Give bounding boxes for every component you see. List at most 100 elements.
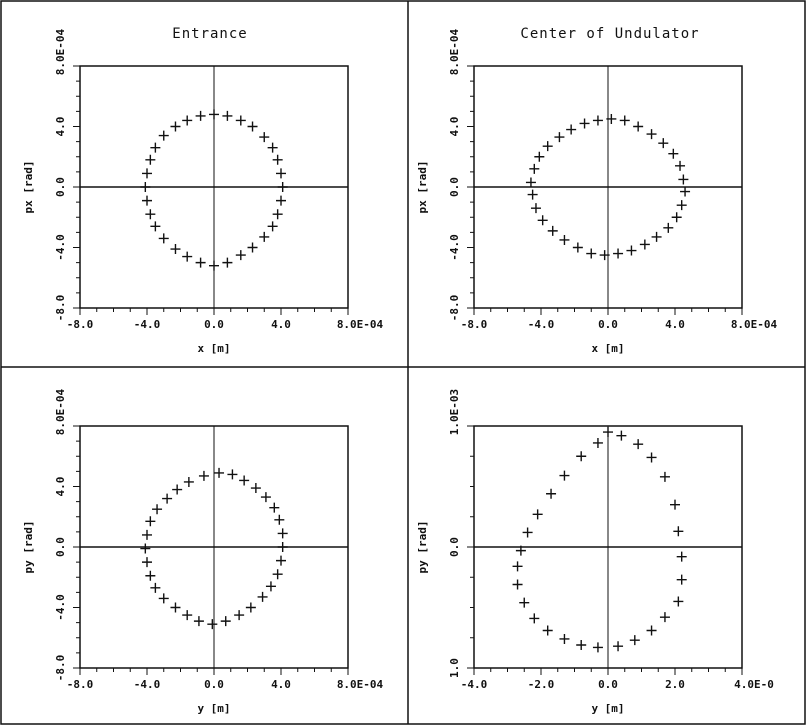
panel3-point [207, 619, 218, 630]
panel2-point [572, 242, 583, 253]
panel3-point [245, 602, 256, 613]
panel2-x-tick-label: 4.0 [665, 318, 685, 331]
panel2-point [559, 234, 570, 245]
panel4-point [532, 509, 543, 520]
panel2-point [530, 203, 541, 214]
panel1-point [277, 182, 288, 192]
panel2-title: Center of Undulator [520, 26, 699, 42]
panel2-point [639, 239, 650, 250]
panel3-point [260, 492, 271, 503]
panel3-point [214, 467, 225, 478]
panel4-point [629, 635, 640, 646]
panel1-point [276, 168, 286, 179]
panel1-point [182, 115, 193, 126]
panel4-point [529, 613, 540, 624]
panel1-x-tick-label: 4.0 [271, 318, 291, 331]
panel1-point [145, 154, 156, 165]
panel2-point [658, 138, 669, 149]
panel4-y-tick-label: 1.0E-03 [448, 389, 461, 435]
panel1-y-axis-label: px [rad] [22, 161, 35, 214]
panel4-point [592, 642, 603, 653]
panel3-point [198, 470, 209, 481]
panel3-point [140, 543, 151, 554]
panel4-point [542, 625, 553, 636]
panel3-x-tick-label: 8.0E-04 [337, 678, 384, 691]
panel3-y-tick-label: 0.0 [54, 537, 67, 557]
panel4-point [616, 430, 627, 441]
panel2-point [675, 160, 686, 171]
panel2-point [529, 163, 540, 174]
panel1-point [222, 110, 233, 121]
panel3-point [250, 483, 261, 494]
panel1-point [247, 121, 258, 132]
panel3-y-axis-label: py [rad] [22, 521, 35, 574]
panel2-x-tick-label: 0.0 [598, 318, 618, 331]
panel4-point [519, 597, 530, 608]
panel1-point [222, 257, 233, 268]
panel1-point [209, 260, 219, 271]
panel4-y-axis-label: py [rad] [416, 521, 429, 574]
panel3-point [145, 570, 156, 581]
panel4-point [670, 499, 680, 510]
panel1-point [182, 251, 193, 262]
panel3-point [234, 610, 245, 621]
panel3-point [257, 591, 268, 602]
panel2-y-tick-label: 4.0 [448, 117, 461, 137]
panel3-point [274, 514, 285, 525]
panel3-point [150, 582, 161, 593]
panel4-y-tick-label: 1.0 [448, 658, 461, 678]
panel1-point [272, 154, 283, 165]
panel1-point [195, 257, 206, 268]
panel2-point [626, 245, 637, 256]
panel3-point [220, 616, 231, 627]
panel2-point [663, 222, 674, 233]
panel3-point [170, 602, 181, 613]
panel3-point [269, 502, 280, 513]
panel3-point [227, 469, 238, 480]
panel1-point [142, 195, 152, 206]
panel1-point [195, 110, 206, 121]
panel1-x-tick-label: -4.0 [134, 318, 161, 331]
panel3-y-tick-label: -8.0 [54, 655, 67, 682]
panel2-point [676, 200, 687, 211]
panel2-point [534, 151, 545, 162]
panel4-point [676, 551, 687, 562]
panel4-x-tick-label: 4.0E-0 [734, 678, 774, 691]
panel4-point [646, 625, 657, 636]
panel3-point [193, 616, 204, 627]
panel3-point [182, 610, 193, 621]
panel2-point [527, 189, 538, 200]
panel4-point [546, 488, 557, 499]
panel2-y-tick-label: 8.0E-04 [448, 28, 461, 75]
panel2-point [619, 115, 630, 126]
panel1-x-tick-label: -8.0 [67, 318, 94, 331]
panel1-y-tick-label: 0.0 [54, 177, 67, 197]
panel2-point [586, 248, 597, 259]
panel4-x-tick-label: 0.0 [598, 678, 618, 691]
panel1-point [158, 233, 169, 244]
panel4-point [633, 439, 644, 450]
panel4-point [673, 526, 684, 537]
panel2-point [606, 113, 617, 124]
panel2-point [525, 177, 536, 188]
panel2-y-tick-label: 0.0 [448, 177, 461, 197]
panel3-point [152, 504, 163, 515]
panel2-point [579, 118, 590, 129]
panel3-point [162, 493, 173, 504]
panel4-x-axis-label: y [m] [591, 702, 624, 715]
panel2-point [613, 248, 624, 259]
panel3-y-tick-label: -4.0 [54, 594, 67, 621]
panel1-point [170, 244, 181, 255]
panel3-point [158, 593, 169, 604]
panel2-x-axis-label: x [m] [591, 342, 624, 355]
panel2-y-axis-label: px [rad] [416, 161, 429, 214]
panel1-point [170, 121, 181, 132]
panel1-y-tick-label: -8.0 [54, 295, 67, 322]
panel2-point [542, 141, 553, 152]
panel3-point [145, 516, 156, 527]
panel3-x-tick-label: 0.0 [204, 678, 224, 691]
panel1-point [247, 242, 258, 253]
panel3-point [183, 476, 194, 487]
panel1-point [267, 221, 278, 232]
